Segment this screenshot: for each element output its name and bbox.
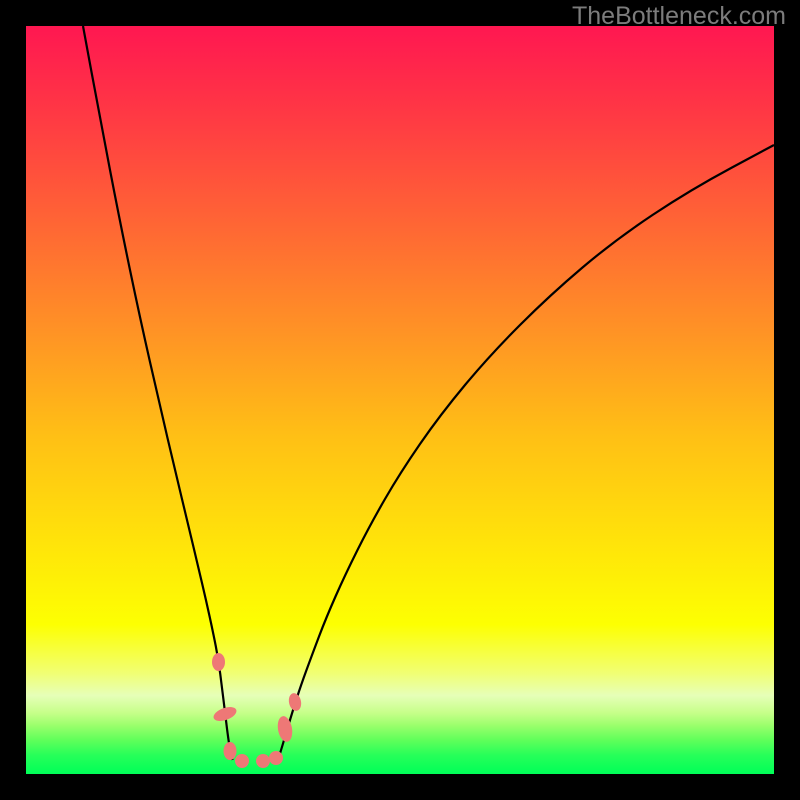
right-bottleneck-curve [278,145,774,760]
valley-marker [212,653,225,671]
valley-marker [269,751,283,765]
bottleneck-curve-chart [0,0,800,800]
curve-valley-markers [212,653,303,768]
valley-marker [235,754,249,768]
valley-marker [224,742,237,760]
watermark-text: TheBottleneck.com [572,2,786,31]
valley-marker [287,692,302,712]
valley-marker [256,754,270,768]
left-bottleneck-curve [83,26,233,760]
valley-marker [276,715,294,743]
